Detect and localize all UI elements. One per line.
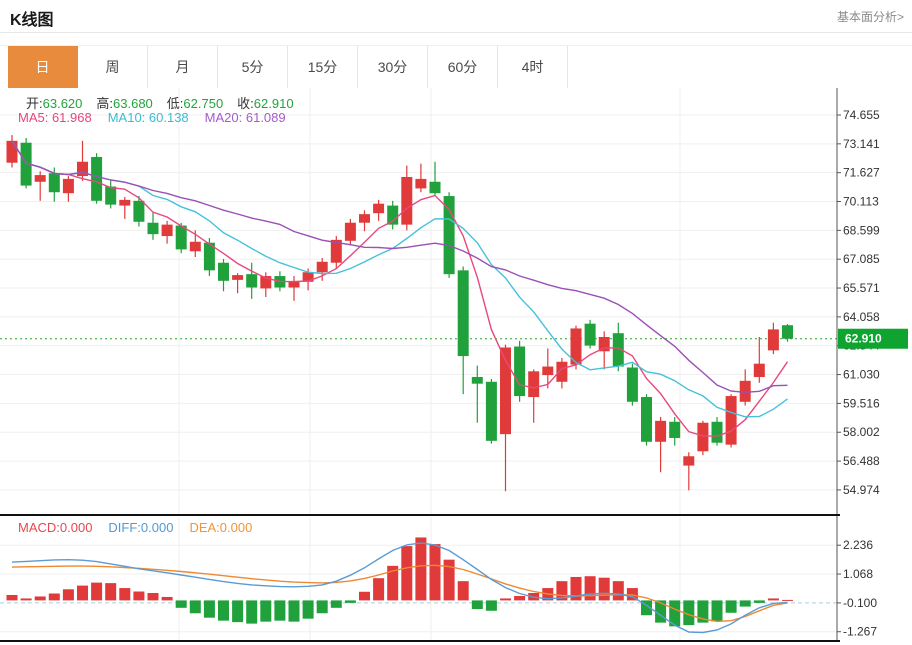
fundamental-analysis-link[interactable]: 基本面分析>	[836, 10, 904, 24]
svg-text:58.002: 58.002	[843, 425, 880, 439]
close-label: 收:	[237, 96, 254, 111]
ma-legend: MA5: 61.968 MA10: 60.138 MA20: 61.089	[18, 110, 302, 125]
tab-60min[interactable]: 60分	[428, 46, 498, 88]
macd-value: MACD:0.000	[18, 520, 93, 535]
close-value: 62.910	[253, 96, 294, 111]
svg-text:74.655: 74.655	[843, 108, 880, 122]
tab-week[interactable]: 周	[78, 46, 148, 88]
svg-text:-0.100: -0.100	[843, 596, 877, 610]
ma20-value: MA20: 61.089	[204, 110, 286, 125]
high-label: 高:	[96, 96, 114, 111]
svg-text:65.571: 65.571	[843, 281, 880, 295]
page-title: K线图	[10, 12, 54, 29]
svg-text:59.516: 59.516	[843, 396, 880, 410]
svg-text:1.068: 1.068	[843, 567, 873, 581]
svg-text:56.488: 56.488	[843, 454, 880, 468]
open-label: 开:	[26, 96, 43, 111]
svg-text:54.974: 54.974	[843, 483, 880, 497]
low-value: 62.750	[183, 96, 224, 111]
svg-text:2.236: 2.236	[843, 538, 873, 552]
dea-value: DEA:0.000	[189, 520, 253, 535]
chart-canvas[interactable]: 74.655 73.141 71.627 70.113 68.599 67.085 65.5…	[0, 88, 912, 645]
tab-day[interactable]: 日	[8, 46, 78, 88]
ma10-value: MA10: 60.138	[107, 110, 189, 125]
tab-5min[interactable]: 5分	[218, 46, 288, 88]
kline-chart-area[interactable]: 74.655 73.141 71.627 70.113 68.599 67.085 65.5…	[0, 88, 912, 645]
svg-text:67.085: 67.085	[843, 252, 880, 266]
tab-15min[interactable]: 15分	[288, 46, 358, 88]
svg-text:68.599: 68.599	[843, 223, 880, 237]
tab-4hour[interactable]: 4时	[498, 46, 568, 88]
ohlc-legend: 开:63.620 高:63.680 低:62.750 收:62.910	[26, 93, 308, 112]
svg-text:61.030: 61.030	[843, 368, 880, 382]
svg-text:-1.267: -1.267	[843, 625, 877, 639]
low-label: 低:	[166, 96, 184, 111]
title-divider	[0, 32, 912, 33]
tab-30min[interactable]: 30分	[358, 46, 428, 88]
svg-text:62.910: 62.910	[845, 332, 882, 346]
svg-text:70.113: 70.113	[843, 195, 879, 209]
svg-text:64.058: 64.058	[843, 310, 880, 324]
macd-legend: MACD:0.000 DIFF:0.000 DEA:0.000	[18, 520, 268, 535]
ma5-value: MA5: 61.968	[18, 110, 92, 125]
svg-text:73.141: 73.141	[843, 137, 880, 151]
svg-text:71.627: 71.627	[843, 166, 880, 180]
tabs-top-border	[0, 45, 912, 46]
tab-month[interactable]: 月	[148, 46, 218, 88]
open-value: 63.620	[42, 96, 83, 111]
timeframe-tab-bar: 日 周 月 5分 15分 30分 60分 4时	[8, 46, 568, 88]
high-value: 63.680	[113, 96, 153, 111]
diff-value: DIFF:0.000	[108, 520, 174, 535]
